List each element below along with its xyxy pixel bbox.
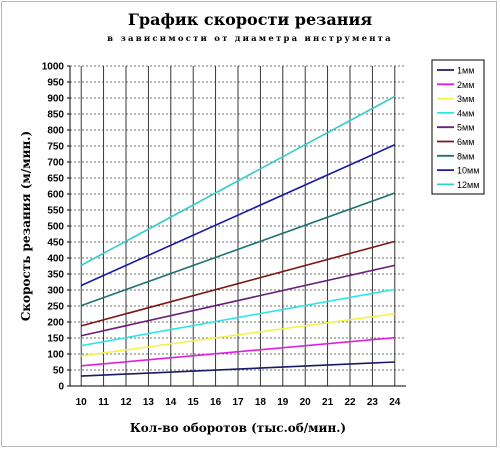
y-tick-label: 50 bbox=[53, 366, 65, 377]
y-tick-label: 750 bbox=[47, 142, 64, 153]
y-axis-label: Скорость резания (м/мин.) bbox=[19, 131, 33, 321]
legend-label: 6мм bbox=[457, 137, 474, 147]
x-tick-label: 12 bbox=[120, 397, 132, 408]
legend-label: 5мм bbox=[457, 123, 474, 133]
x-tick-label: 24 bbox=[389, 397, 401, 408]
y-tick-label: 300 bbox=[47, 286, 64, 297]
series-line-5мм bbox=[81, 264, 395, 337]
series-line-10мм bbox=[80, 143, 396, 287]
y-tick-label: 200 bbox=[47, 318, 64, 329]
series-line-2мм bbox=[81, 336, 395, 367]
y-tick-label: 100 bbox=[47, 350, 64, 361]
legend-label: 3мм bbox=[457, 94, 474, 104]
x-axis-label: Кол-во оборотов (тыс.об/мин.) bbox=[130, 421, 346, 435]
x-tick-label: 17 bbox=[232, 397, 244, 408]
y-tick-label: 900 bbox=[47, 94, 64, 105]
x-tick-label: 15 bbox=[188, 397, 200, 408]
x-tick-label: 10 bbox=[76, 397, 88, 408]
y-tick-label: 950 bbox=[47, 78, 64, 89]
y-tick-label: 500 bbox=[47, 222, 64, 233]
series-line-6мм bbox=[80, 240, 396, 327]
x-tick-label: 14 bbox=[165, 397, 177, 408]
legend-label: 4мм bbox=[457, 108, 474, 118]
series-line-3мм bbox=[81, 312, 395, 357]
x-tick-label: 13 bbox=[143, 397, 155, 408]
y-tick-label: 0 bbox=[58, 382, 64, 393]
x-tick-label: 21 bbox=[322, 397, 334, 408]
y-tick-label: 700 bbox=[47, 158, 64, 169]
y-tick-label: 600 bbox=[47, 190, 64, 201]
y-tick-label: 350 bbox=[47, 270, 64, 281]
series-line-8мм bbox=[80, 192, 396, 307]
legend: 1мм 2мм 3мм 4мм 5мм 6мм 8мм 10мм 12мм bbox=[431, 59, 485, 195]
x-tick-label: 23 bbox=[367, 397, 379, 408]
series-line-12мм bbox=[80, 95, 396, 267]
x-tick-label: 16 bbox=[210, 397, 222, 408]
x-tick-label: 11 bbox=[98, 397, 109, 408]
y-tick-label: 850 bbox=[47, 110, 64, 121]
y-tick-label: 250 bbox=[47, 302, 64, 313]
legend-label: 10мм bbox=[457, 166, 479, 176]
y-tick-label: 400 bbox=[47, 254, 64, 265]
x-tick-label: 22 bbox=[344, 397, 356, 408]
x-tick-label: 20 bbox=[300, 397, 312, 408]
y-tick-label: 150 bbox=[47, 334, 64, 345]
legend-label: 8мм bbox=[457, 151, 474, 161]
chart-subtitle: в зависимости от диаметра инструмента bbox=[107, 34, 393, 44]
y-tick-label: 550 bbox=[47, 206, 64, 217]
x-tick-label: 19 bbox=[277, 397, 289, 408]
legend-label: 12мм bbox=[457, 180, 479, 190]
chart-title: График скорости резания bbox=[127, 10, 373, 29]
y-tick-label: 800 bbox=[47, 126, 64, 137]
legend-label: 1мм bbox=[457, 66, 474, 76]
series-line-4мм bbox=[81, 288, 395, 347]
legend-label: 2мм bbox=[457, 80, 474, 90]
x-tick-label: 18 bbox=[255, 397, 267, 408]
y-tick-label: 1000 bbox=[42, 62, 65, 73]
y-tick-label: 450 bbox=[47, 238, 64, 249]
series-line-1мм bbox=[81, 361, 395, 377]
y-tick-label: 650 bbox=[47, 174, 64, 185]
